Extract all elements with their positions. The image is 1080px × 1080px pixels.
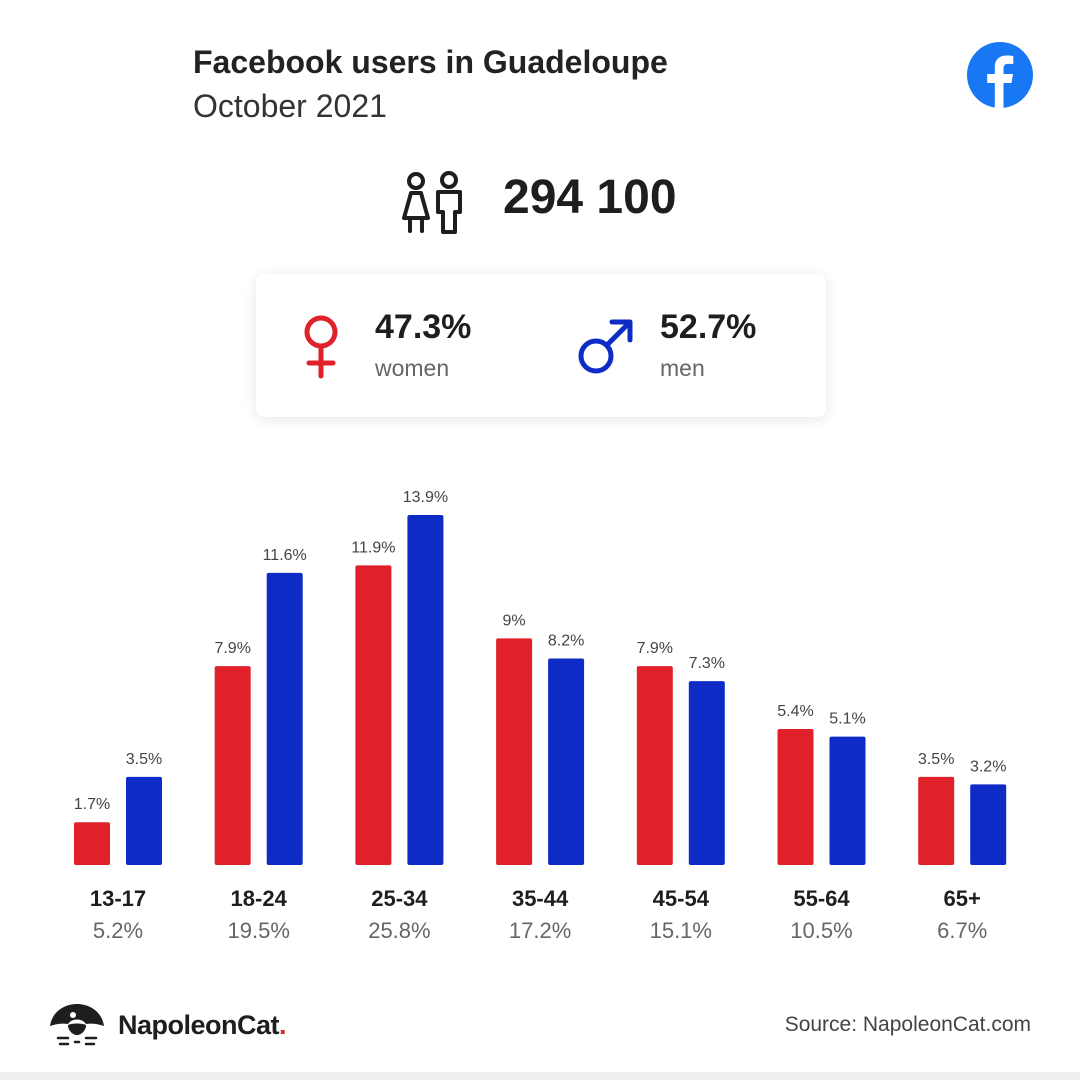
flag-blue-stripe — [48, 46, 88, 126]
women-label: women — [375, 355, 450, 381]
bar-men-13-17 — [126, 776, 162, 865]
data-label-women-25-34: 11.9% — [351, 539, 395, 556]
facebook-icon — [967, 42, 1033, 108]
category-total-55-64: 10.5% — [790, 918, 852, 943]
france-flag-icon — [48, 46, 168, 126]
bar-men-25-34 — [407, 515, 444, 865]
bar-men-65+ — [970, 784, 1007, 865]
data-label-men-18-24: 11.6% — [263, 547, 307, 564]
category-total-25-34: 25.8% — [368, 918, 430, 943]
category-label-13-17: 13-17 — [90, 886, 146, 911]
flag-red-stripe — [128, 46, 168, 126]
male-symbol-icon — [578, 319, 633, 374]
category-total-13-17: 5.2% — [93, 918, 143, 943]
napoleoncat-logo-icon — [50, 1004, 104, 1046]
men-percent: 52.7% — [660, 308, 757, 346]
bar-women-35-44 — [496, 638, 533, 865]
category-label-18-24: 18-24 — [231, 886, 288, 911]
total-users: 294 100 — [503, 171, 677, 224]
source-text: Source: NapoleonCat.com — [784, 1013, 1031, 1036]
age-gender-bar-chart: 1.7% 3.5% 13-17 5.2% 7.9% 11.6% 18-24 19.5% 11.9… — [74, 489, 1007, 943]
page-subtitle: October 2021 — [193, 88, 387, 124]
bar-women-25-34 — [355, 565, 392, 865]
brand-name: NapoleonCat — [118, 1010, 280, 1040]
category-label-35-44: 35-44 — [512, 886, 569, 911]
bar-women-55-64 — [777, 729, 814, 865]
bar-men-35-44 — [548, 658, 585, 865]
category-label-55-64: 55-64 — [793, 886, 850, 911]
data-label-women-45-54: 7.9% — [637, 640, 673, 657]
bar-women-65+ — [918, 776, 955, 865]
brand-dot: . — [279, 1010, 287, 1040]
category-label-25-34: 25-34 — [371, 886, 428, 911]
data-label-women-65+: 3.5% — [918, 751, 954, 768]
gender-card: 47.3% women 52.7% men — [256, 274, 826, 417]
category-label-65+: 65+ — [944, 886, 981, 911]
men-label: men — [660, 355, 705, 381]
category-label-45-54: 45-54 — [653, 886, 710, 911]
data-label-women-13-17: 1.7% — [74, 796, 110, 813]
data-label-men-35-44: 8.2% — [548, 633, 584, 650]
data-label-men-45-54: 7.3% — [689, 655, 725, 672]
bottom-strip — [0, 1072, 1080, 1080]
data-label-women-35-44: 9% — [503, 612, 526, 629]
bar-women-13-17 — [74, 822, 110, 865]
women-percent: 47.3% — [375, 308, 472, 346]
bar-men-55-64 — [829, 736, 866, 865]
female-symbol-icon — [304, 315, 338, 379]
category-total-35-44: 17.2% — [509, 918, 571, 943]
bar-women-45-54 — [636, 666, 673, 865]
bar-men-45-54 — [688, 681, 725, 865]
category-total-18-24: 19.5% — [228, 918, 290, 943]
category-total-65+: 6.7% — [937, 918, 987, 943]
bar-men-18-24 — [266, 572, 303, 865]
data-label-men-65+: 3.2% — [970, 758, 1006, 775]
category-total-45-54: 15.1% — [650, 918, 712, 943]
people-icon — [402, 171, 462, 234]
data-label-men-25-34: 13.9% — [403, 489, 448, 506]
data-label-women-18-24: 7.9% — [214, 640, 250, 657]
data-label-men-55-64: 5.1% — [829, 711, 865, 728]
data-label-men-13-17: 3.5% — [126, 751, 162, 768]
napoleoncat-brand: NapoleonCat. — [118, 1010, 287, 1041]
page-title: Facebook users in Guadeloupe — [193, 44, 668, 80]
bar-women-18-24 — [214, 666, 251, 865]
data-label-women-55-64: 5.4% — [777, 703, 813, 720]
